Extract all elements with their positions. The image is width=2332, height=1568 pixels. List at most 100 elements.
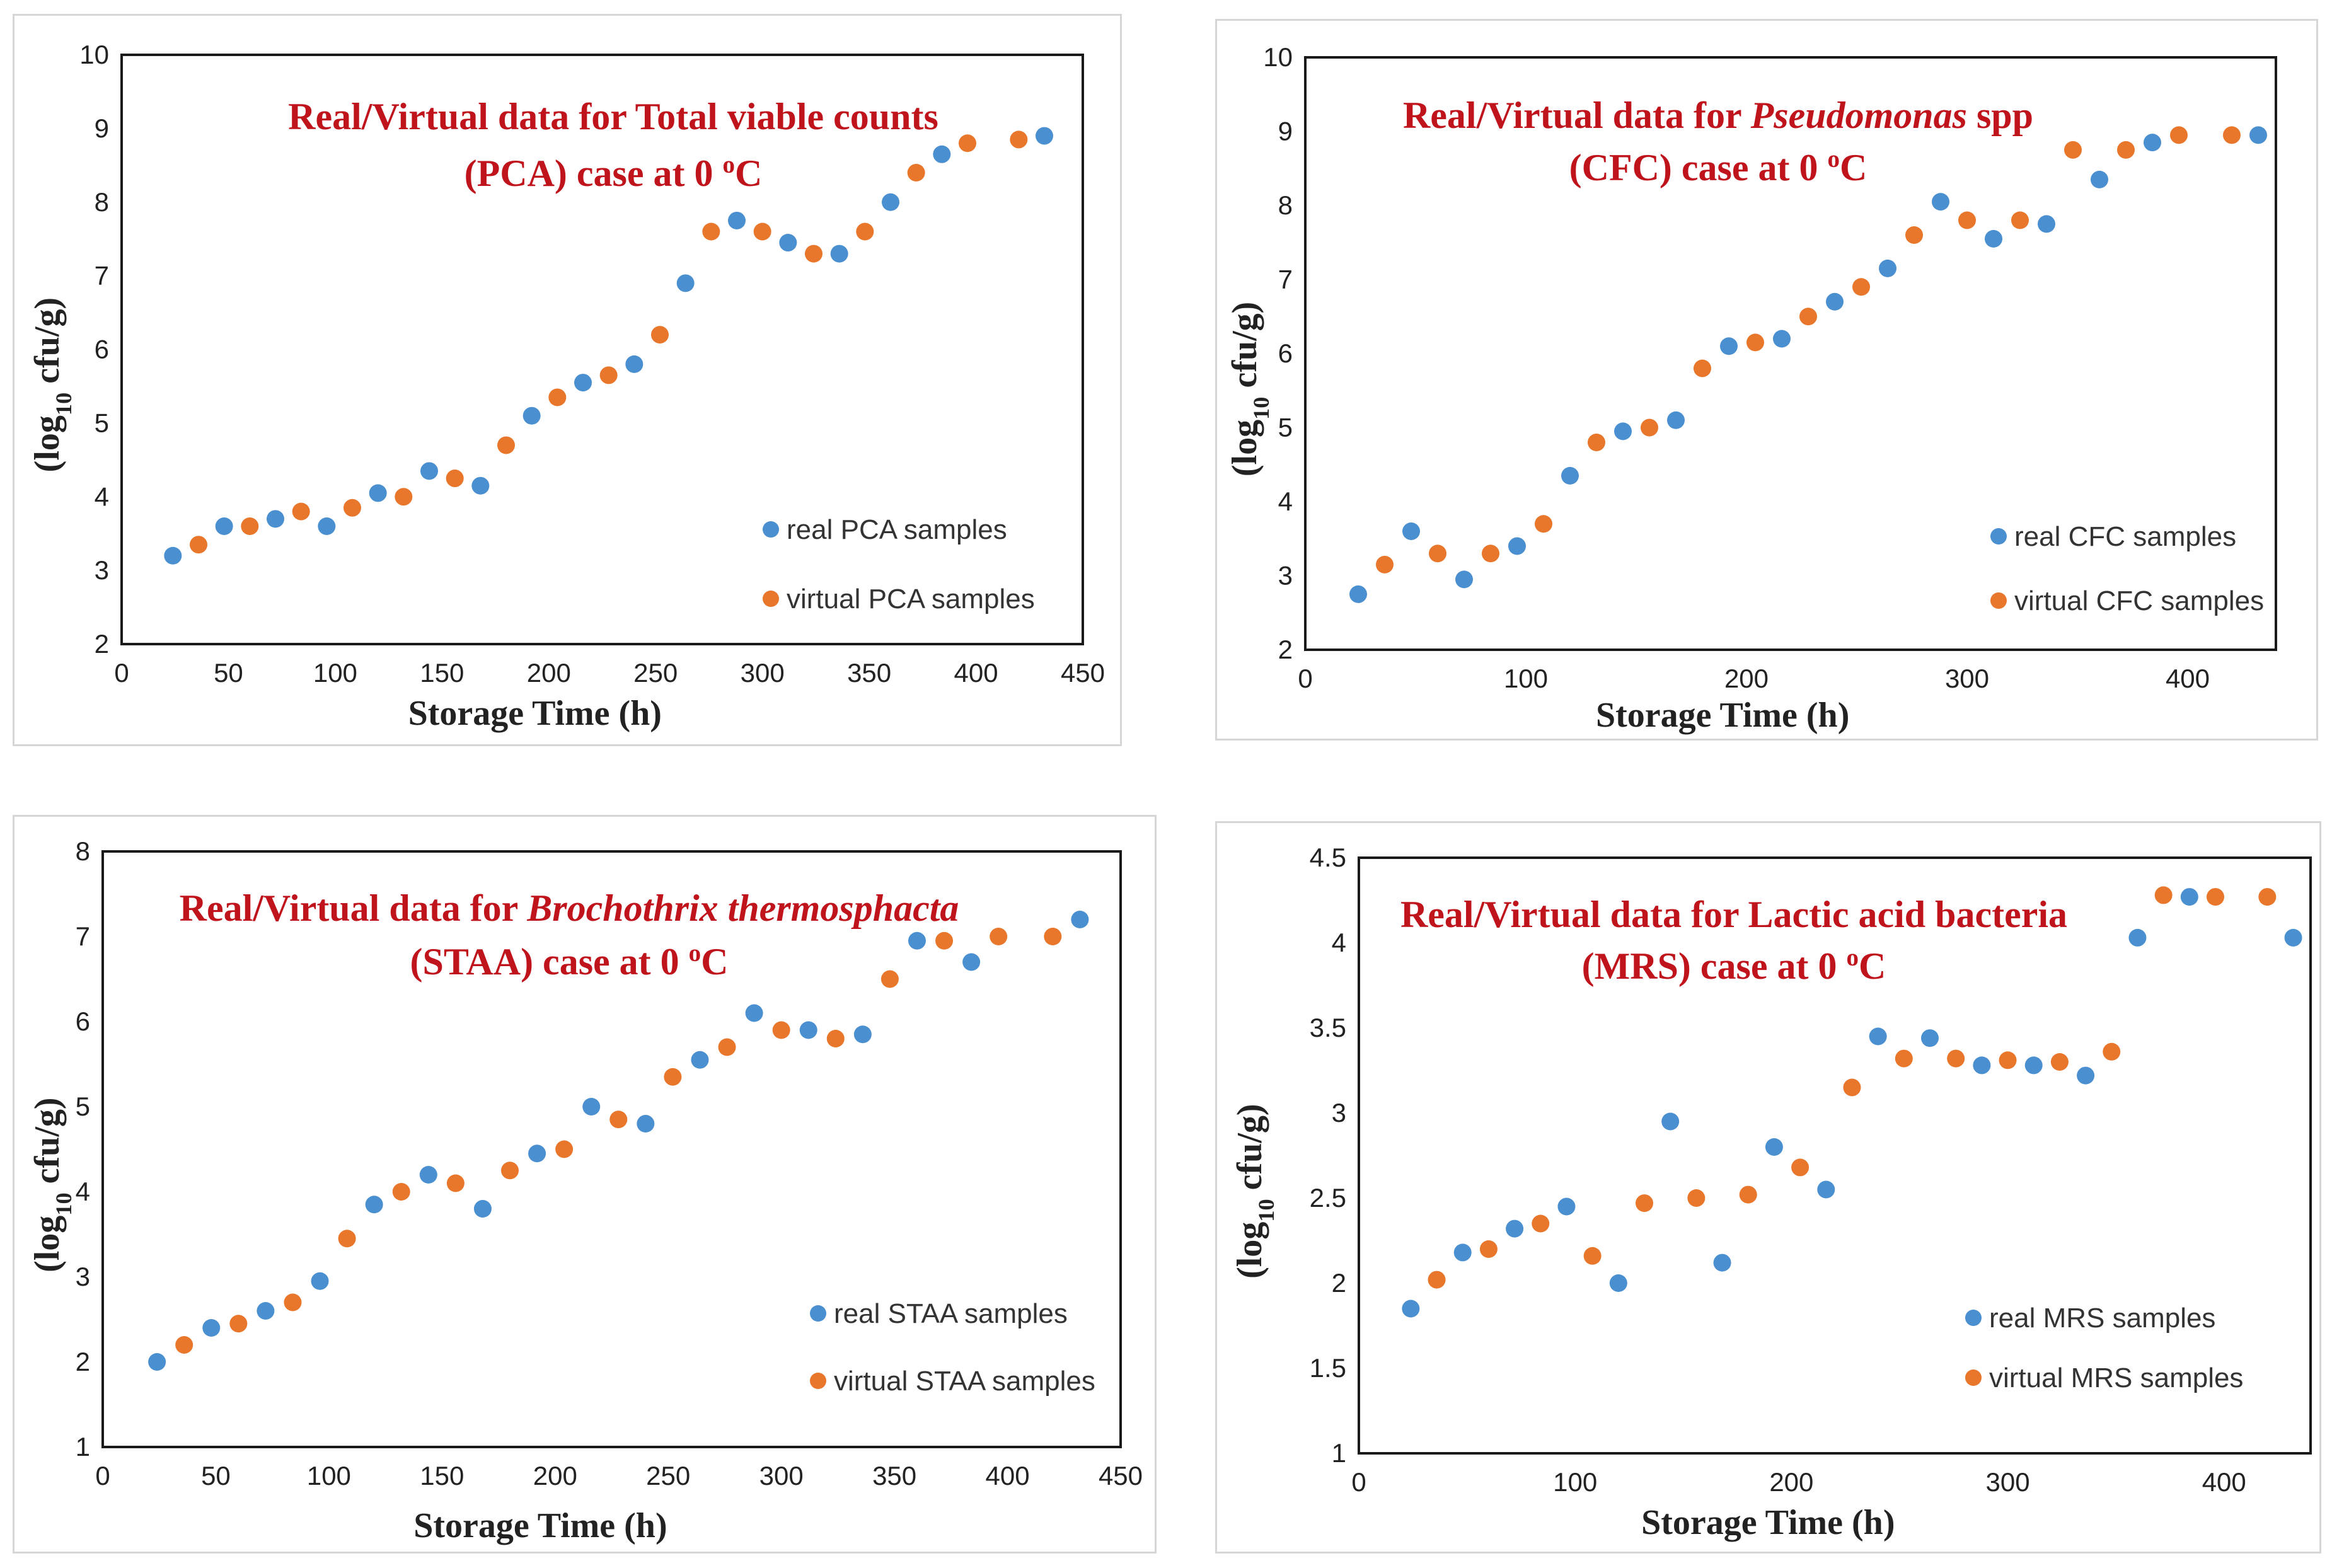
y-tick-label: 9 — [95, 113, 109, 143]
y-tick-label: 1.5 — [1310, 1353, 1346, 1383]
virtual-sample-point — [1852, 278, 1870, 296]
x-tick-label: 200 — [533, 1461, 577, 1490]
real-sample-point — [473, 1200, 492, 1218]
virtual-sample-point — [284, 1293, 302, 1311]
virtual-sample-point — [935, 931, 954, 950]
real-sample-point — [267, 510, 284, 528]
x-axis-title: Storage Time (h) — [408, 694, 662, 733]
chart-panel-pca: 2 3 4 5 6 7 8 9 10 0 50 100 150 200 250 300 350 400 450 Sto… — [13, 14, 1122, 746]
y-tick-label: 5 — [1278, 413, 1293, 442]
y-tick-label: 7 — [76, 921, 90, 951]
virtual-sample-point — [1588, 434, 1605, 451]
real-sample-point — [1879, 259, 1896, 277]
real-sample-point — [1508, 537, 1526, 555]
real-sample-point — [2249, 126, 2267, 144]
virtual-sample-point — [343, 499, 361, 517]
real-sample-point — [318, 517, 336, 535]
virtual-sample-point — [1999, 1051, 2017, 1069]
real-sample-point — [1402, 522, 1420, 540]
virtual-sample-point — [1532, 1214, 1550, 1233]
virtual-sample-point — [772, 1021, 790, 1039]
virtual-sample-point — [609, 1110, 628, 1129]
virtual-sample-point — [907, 164, 925, 182]
virtual-sample-point — [1376, 555, 1394, 574]
virtual-sample-point — [1791, 1158, 1810, 1177]
real-sample-point — [311, 1272, 329, 1290]
virtual-sample-point — [395, 488, 413, 506]
y-tick-label: 4 — [95, 481, 109, 511]
real-sample-point — [1826, 292, 1844, 311]
virtual-sample-point — [1905, 226, 1923, 244]
virtual-sample-point — [1428, 1271, 1446, 1289]
x-tick-label: 150 — [420, 1461, 464, 1490]
y-tick-label: 1 — [1332, 1438, 1346, 1468]
legend-real-label: real PCA samples — [787, 514, 1007, 545]
y-tick-label: 6 — [76, 1006, 90, 1036]
virtual-sample-point — [664, 1068, 682, 1086]
y-axis-title: (log10 cfu/g) — [1225, 302, 1274, 476]
real-sample-point — [691, 1051, 709, 1069]
virtual-sample-point — [1479, 1240, 1498, 1258]
virtual-sample-point — [651, 326, 669, 344]
real-sample-point — [625, 355, 644, 373]
real-sample-point — [1455, 570, 1473, 589]
x-tick-label: 0 — [114, 658, 129, 688]
virtual-sample-point — [2154, 886, 2173, 904]
virtual-sample-point — [1739, 1185, 1757, 1204]
virtual-sample-point — [1044, 928, 1062, 945]
plot-area — [1304, 56, 2277, 651]
virtual-sample-point — [718, 1038, 736, 1056]
real-sample-point — [2077, 1066, 2095, 1085]
x-tick-label: 200 — [527, 658, 571, 688]
plot-area — [101, 850, 1122, 1448]
x-tick-label: 250 — [633, 658, 678, 688]
real-sample-point — [637, 1115, 655, 1133]
chart-title-line2: (MRS) case at 0 oC — [1582, 944, 1886, 988]
x-tick-label: 300 — [759, 1461, 804, 1490]
y-tick-label: 5 — [76, 1092, 90, 1121]
real-sample-point — [933, 145, 951, 163]
y-axis-title: (log10 cfu/g) — [1230, 1104, 1279, 1278]
real-sample-point — [1773, 330, 1791, 348]
x-tick-label: 400 — [2202, 1467, 2246, 1497]
legend-virtual-marker — [763, 591, 779, 607]
real-sample-point — [365, 1196, 383, 1214]
x-tick-label: 100 — [307, 1461, 351, 1490]
real-sample-point — [2284, 928, 2302, 947]
virtual-sample-point — [2170, 126, 2188, 144]
chart-title-line2: (CFC) case at 0 oC — [1569, 146, 1867, 189]
y-tick-label: 5 — [95, 408, 109, 437]
real-sample-point — [2091, 170, 2108, 188]
y-tick-label: 7 — [95, 261, 109, 291]
real-sample-point — [1071, 911, 1089, 928]
x-axis-title: Storage Time (h) — [1641, 1503, 1895, 1542]
y-tick-label: 7 — [1278, 265, 1293, 294]
real-sample-point — [1765, 1138, 1783, 1156]
virtual-sample-point — [2207, 888, 2224, 906]
x-tick-label: 100 — [1504, 664, 1548, 693]
real-sample-point — [676, 274, 695, 292]
real-sample-point — [164, 546, 182, 565]
virtual-sample-point — [446, 470, 464, 488]
real-sample-point — [1985, 229, 2002, 248]
real-sample-point — [215, 517, 233, 535]
y-tick-label: 2.5 — [1310, 1183, 1346, 1213]
x-tick-label: 300 — [1986, 1467, 2030, 1497]
legend-virtual-marker — [810, 1373, 826, 1389]
real-sample-point — [1609, 1274, 1627, 1292]
virtual-sample-point — [555, 1140, 574, 1158]
legend-virtual-label: virtual PCA samples — [787, 584, 1035, 614]
real-sample-point — [2038, 215, 2055, 233]
real-sample-point — [853, 1025, 872, 1044]
virtual-sample-point — [702, 222, 720, 241]
real-sample-point — [574, 374, 592, 392]
virtual-sample-point — [2103, 1042, 2121, 1061]
legend-real-label: real CFC samples — [2014, 521, 2236, 552]
legend-real-marker — [810, 1305, 826, 1322]
virtual-sample-point — [1895, 1049, 1913, 1068]
virtual-sample-point — [190, 536, 207, 554]
legend-virtual-label: virtual STAA samples — [834, 1366, 1095, 1397]
virtual-sample-point — [2223, 126, 2241, 144]
y-tick-label: 3 — [95, 555, 109, 585]
real-sample-point — [420, 462, 438, 480]
